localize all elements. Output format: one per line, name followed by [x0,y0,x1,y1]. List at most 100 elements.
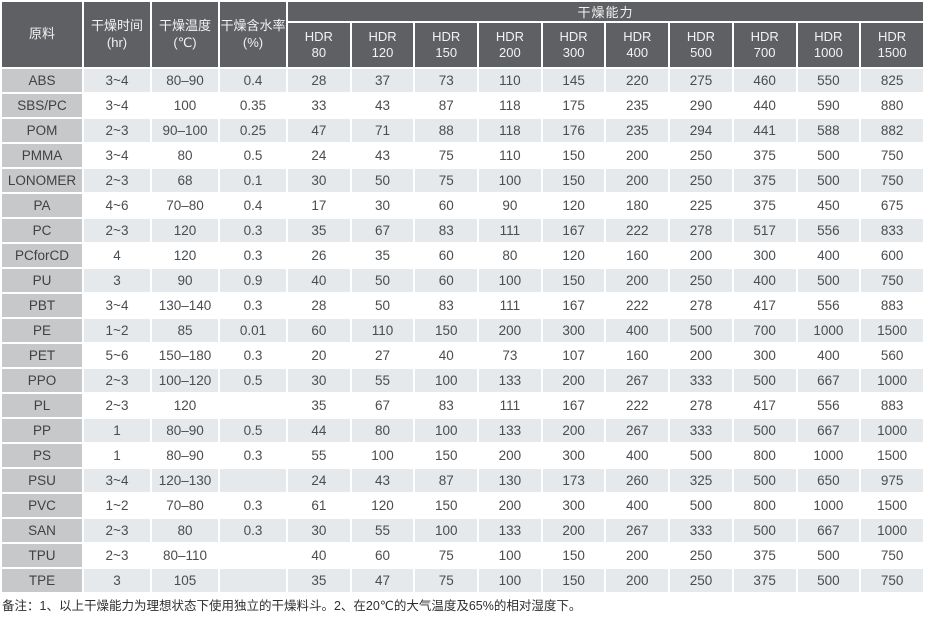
capacity-cell: 133 [479,519,541,542]
capacity-cell: 55 [351,519,414,542]
time-cell: 2~3 [84,544,150,567]
capacity-cell: 417 [733,394,796,417]
capacity-cell: 111 [479,294,541,317]
capacity-cell: 200 [542,369,605,392]
table-row-PE: PE 1~2 85 0.01 60 110 150 200 300 400 500 700 1000 15… [2,319,923,342]
hdr-model-size: 1500 [877,45,907,60]
hdr-model-size: 80 [311,45,327,60]
capacity-cell: 90 [479,194,541,217]
capacity-cell: 60 [415,244,478,267]
capacity-cell: 61 [288,494,350,517]
hdr-model-size: 1000 [813,45,843,60]
time-cell: 1~2 [84,494,150,517]
capacity-cell: 667 [797,519,860,542]
capacity-cell: 260 [606,469,669,492]
capacity-cell: 30 [351,194,414,217]
hdr-model-name: HDR [559,28,588,44]
capacity-cell: 40 [288,544,350,567]
capacity-cell: 250 [670,569,732,592]
temperature-cell: 100 [152,94,218,117]
capacity-cell: 294 [670,119,732,142]
material-cell: SBS/PC [2,94,82,117]
hdr-model-size: 500 [690,45,712,60]
capacity-cell: 110 [351,319,414,342]
hdr-model-name: HDR [304,28,333,44]
capacity-cell: 1500 [861,319,923,342]
moisture-cell: 0.3 [220,244,286,267]
time-cell: 4~6 [84,194,150,217]
capacity-cell: 500 [670,444,732,467]
hdr-model-name: HDR [368,28,397,44]
capacity-cell: 130 [479,469,541,492]
footnote: 备注：1、以上干燥能力为理想状态下使用独立的干燥料斗。2、在20℃的大气温度及6… [2,599,582,613]
capacity-cell: 588 [797,119,860,142]
capacity-cell: 650 [797,469,860,492]
temperature-cell: 100–120 [152,369,218,392]
table-row-PL: PL 2~3 120 35 67 83 111 167 222 278 417 556 883 [2,394,923,417]
capacity-cell: 200 [542,519,605,542]
capacity-cell: 150 [542,144,605,167]
capacity-cell: 220 [606,69,669,92]
capacity-cell: 400 [606,319,669,342]
capacity-cell: 200 [479,494,541,517]
capacity-cell: 825 [861,69,923,92]
capacity-cell: 325 [670,469,732,492]
table-row-PMMA: PMMA 3~4 80 0.5 24 43 75 110 150 200 250 375 500 750 [2,144,923,167]
capacity-cell: 26 [288,244,350,267]
capacity-cell: 375 [733,544,796,567]
col-header-material: 原料 [2,2,82,67]
table-row-PVC: PVC 1~2 70–80 0.3 61 120 150 200 300 400 500 800 100… [2,494,923,517]
time-cell: 2~3 [84,394,150,417]
capacity-cell: 200 [606,569,669,592]
capacity-cell: 250 [670,169,732,192]
capacity-cell: 60 [288,319,350,342]
moisture-cell: 0.4 [220,69,286,92]
capacity-cell: 176 [542,119,605,142]
moisture-cell: 0.3 [220,519,286,542]
capacity-cell: 173 [542,469,605,492]
hdr-model-size: 300 [562,45,585,60]
capacity-cell: 750 [861,569,923,592]
capacity-cell: 111 [479,219,541,242]
capacity-cell: 300 [542,319,605,342]
capacity-cell: 800 [733,494,796,517]
capacity-cell: 1000 [861,419,923,442]
capacity-cell: 30 [288,369,350,392]
temperature-cell: 70–80 [152,494,218,517]
col-header-hdr-120: HDR 120 [351,23,414,67]
capacity-cell: 500 [797,144,860,167]
capacity-cell: 222 [606,394,669,417]
capacity-cell: 750 [861,144,923,167]
material-cell: ABS [2,69,82,92]
capacity-cell: 133 [479,419,541,442]
temperature-cell: 90 [152,269,218,292]
capacity-cell: 150 [542,169,605,192]
capacity-cell: 1500 [861,494,923,517]
table-row-POM: POM 2~3 90–100 0.25 47 71 88 118 176 235 294 441 588… [2,119,923,142]
capacity-cell: 300 [733,244,796,267]
material-cell: PL [2,394,82,417]
col-header-time: 干燥时间 (hr) [84,2,150,67]
time-cell: 3~4 [84,144,150,167]
hdr-model-name: HDR [686,28,716,44]
capacity-cell: 883 [861,394,923,417]
moisture-cell [220,469,286,492]
header-line-1: 干燥温度 [158,18,211,34]
temperature-cell: 105 [152,569,218,592]
table-body: ABS 3~4 80–90 0.4 28 37 73 110 145 220 275 460 550 82… [2,69,923,592]
moisture-cell: 0.25 [220,119,286,142]
capacity-cell: 500 [797,269,860,292]
capacity-cell: 150 [415,444,478,467]
capacity-cell: 667 [797,419,860,442]
capacity-cell: 250 [670,269,732,292]
capacity-cell: 100 [351,444,414,467]
capacity-cell: 47 [351,569,414,592]
time-cell: 3~4 [84,69,150,92]
table-row-PET: PET 5~6 150–180 0.3 20 27 40 73 107 160 200 300 400 5… [2,344,923,367]
capacity-cell: 100 [415,419,478,442]
capacity-cell: 290 [670,94,732,117]
table-row-PCforCD: PCforCD 4 120 0.3 26 35 60 80 120 160 200 300 400 600 [2,244,923,267]
table-row-PSU: PSU 3~4 120–130 24 43 87 130 173 260 325 500 650 975 [2,469,923,492]
capacity-cell: 300 [542,494,605,517]
capacity-cell: 50 [351,269,414,292]
